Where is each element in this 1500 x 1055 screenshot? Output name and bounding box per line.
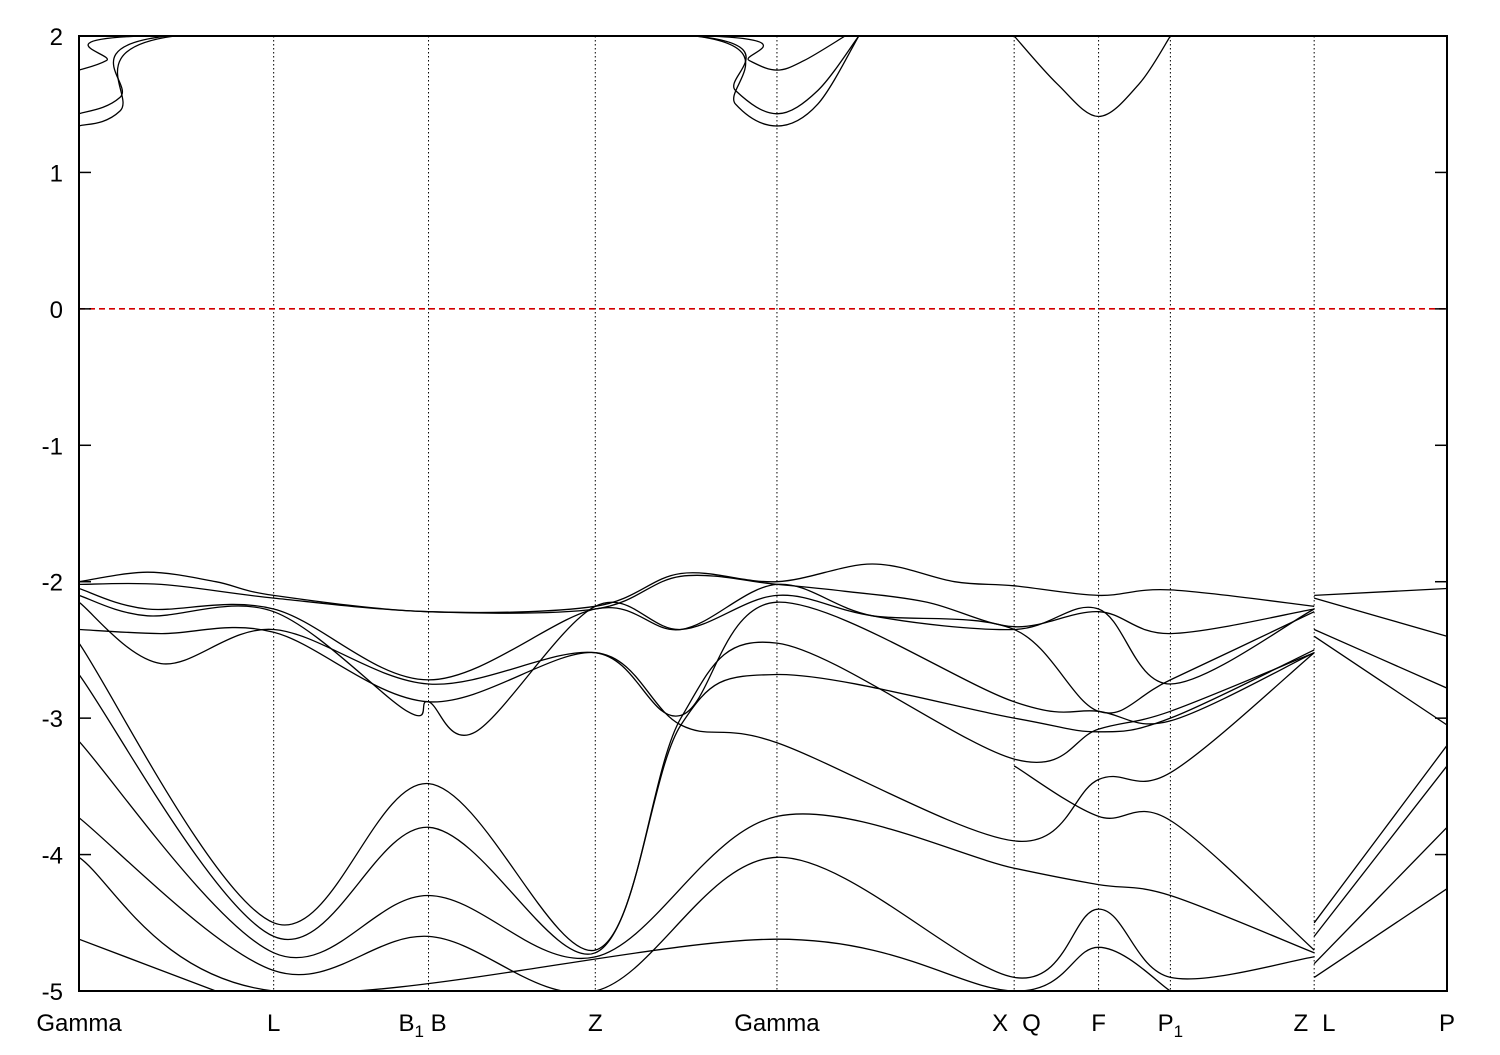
x-tick-subscript: 1 (415, 1022, 424, 1041)
x-tick-label: F (1091, 1010, 1106, 1037)
band-line (1313, 635, 1447, 726)
x-tick-label: P (1439, 1010, 1455, 1037)
band-line (79, 574, 1315, 635)
x-tick-label: Z (1293, 1010, 1308, 1037)
band-line (79, 583, 1315, 685)
y-tick-label: -5 (42, 979, 63, 1006)
y-axis: 2 1 0 -1 -2 -3 -4 -5 (42, 24, 1447, 1006)
band-line (1314, 587, 1447, 597)
band-line (1313, 826, 1447, 965)
y-tick-label: 2 (50, 24, 63, 51)
band-line (1313, 765, 1447, 937)
x-tick-label: Gamma (734, 1010, 820, 1037)
band-line (79, 740, 1315, 960)
y-tick-label: 0 (50, 297, 63, 324)
y-tick-label: -3 (42, 706, 63, 733)
band-line (79, 36, 860, 115)
band-line (79, 641, 1315, 951)
y-tick-label: -1 (42, 433, 63, 460)
x-tick-label: B1 B (399, 1010, 447, 1041)
x-tick-label: X (992, 1010, 1008, 1037)
band-line (1013, 765, 1315, 951)
band-line (1013, 36, 1171, 118)
x-tick-label: L (267, 1010, 280, 1037)
x-tick-label: P1 (1158, 1010, 1183, 1041)
x-tick-label: Z (588, 1010, 603, 1037)
band-line (1313, 628, 1447, 689)
band-line (79, 626, 1315, 842)
band-line (79, 938, 217, 991)
band-line (1313, 745, 1447, 924)
band-line (79, 36, 846, 71)
y-tick-label: -4 (42, 843, 63, 870)
band-line (1313, 888, 1447, 978)
band-line (79, 36, 860, 127)
x-tick-subscript: 1 (1174, 1022, 1183, 1041)
band-line (79, 563, 1315, 614)
band-line (79, 649, 1315, 955)
band-line (79, 601, 1315, 725)
y-tick-label: 1 (50, 160, 63, 187)
x-tick-label: Gamma (36, 1010, 122, 1037)
band-line (1314, 597, 1447, 637)
band-lines (79, 36, 1447, 991)
band-line (79, 817, 1315, 991)
y-tick-label: -2 (42, 570, 63, 597)
kpoint-grid (273, 36, 1315, 991)
plot-frame (78, 35, 1448, 992)
x-tick-label-suffix: B (424, 1010, 447, 1037)
x-axis: Gamma L B1 B Z Gamma X Q F P1 Z L P (36, 1010, 1455, 1041)
band-line (79, 594, 1315, 736)
x-tick-label: Q (1022, 1010, 1041, 1037)
x-tick-label: L (1322, 1010, 1335, 1037)
band-line (79, 856, 1171, 991)
